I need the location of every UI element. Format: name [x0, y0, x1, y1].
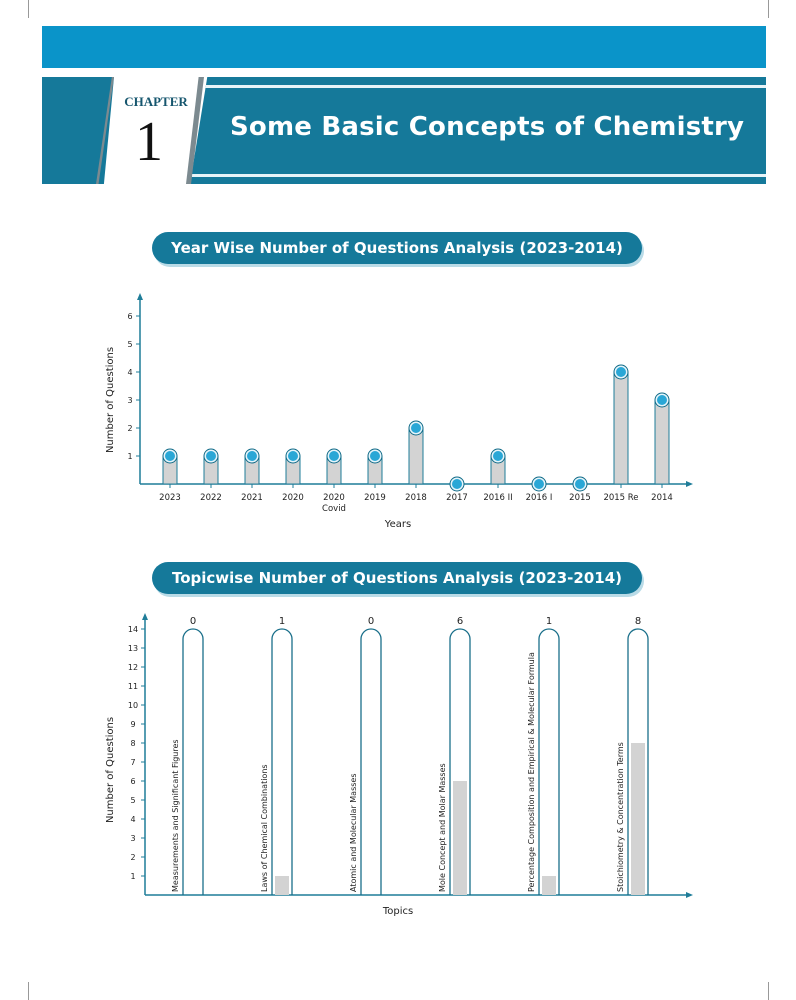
bar-fill — [275, 876, 289, 895]
x-tick-label: 2020 — [282, 493, 304, 503]
data-label: 0 — [368, 616, 374, 627]
topic-label: Mole Concept and Molar Masses — [438, 763, 447, 892]
y-tick-label: 5 — [130, 796, 135, 805]
y-tick-label: 2 — [127, 424, 132, 433]
y-tick-label: 3 — [130, 834, 135, 843]
y-tick-label: 14 — [128, 625, 138, 634]
x-tick-label: 2018 — [405, 493, 427, 503]
test-tube-bar — [182, 628, 204, 895]
top-color-bar — [42, 26, 766, 68]
topic-label: Laws of Chemical Combinations — [260, 764, 269, 892]
test-tube-bar — [360, 628, 382, 895]
data-label: 0 — [190, 616, 196, 627]
y-tick-label: 7 — [130, 758, 135, 767]
crop-mark — [768, 982, 769, 1000]
bar — [654, 399, 670, 485]
y-tick-label: 5 — [127, 340, 132, 349]
y-tick-label: 9 — [130, 720, 135, 729]
data-label: 1 — [279, 616, 285, 627]
y-tick-label: 8 — [130, 739, 135, 748]
data-marker — [165, 451, 175, 461]
y-tick-label: 11 — [128, 682, 138, 691]
x-tick-label: 2022 — [200, 493, 222, 503]
x-tick-label: 2023 — [159, 493, 181, 503]
y-tick-label: 4 — [130, 815, 135, 824]
y-tick-label: 13 — [128, 644, 138, 653]
data-marker — [657, 395, 667, 405]
chapter-left-block — [42, 77, 114, 184]
data-label: 6 — [457, 616, 463, 627]
data-label: 1 — [546, 616, 552, 627]
chart2-title-pill: Topicwise Number of Questions Analysis (… — [152, 562, 642, 594]
bar-fill — [631, 743, 645, 895]
data-marker — [411, 423, 421, 433]
y-tick-label: 1 — [127, 452, 132, 461]
data-label: 8 — [635, 616, 641, 627]
y-tick-label: 12 — [128, 663, 138, 672]
data-marker — [452, 479, 462, 489]
y-axis-arrow — [142, 613, 148, 620]
chapter-title-banner — [190, 77, 766, 184]
x-axis-label: Years — [384, 519, 411, 530]
test-tube-bar — [271, 628, 293, 895]
y-axis-label: Number of Questions — [105, 347, 116, 453]
chapter-label: CHAPTER — [124, 94, 188, 109]
x-tick-label: 2020 — [323, 493, 345, 503]
x-tick-label: 2021 — [241, 493, 263, 503]
data-marker — [370, 451, 380, 461]
test-tube-bar — [449, 628, 471, 895]
y-tick-label: 6 — [127, 312, 132, 321]
data-marker — [206, 451, 216, 461]
bar — [408, 427, 424, 485]
crop-mark — [768, 0, 769, 18]
x-tick-label: 2015 — [569, 493, 591, 503]
data-marker — [534, 479, 544, 489]
test-tube-bar — [627, 628, 649, 895]
data-marker — [247, 451, 257, 461]
topic-label: Percentage Composition and Empirical & M… — [527, 652, 536, 892]
y-tick-label: 10 — [128, 701, 138, 710]
crop-mark — [28, 982, 29, 1000]
crop-mark — [28, 0, 29, 18]
bar-fill — [453, 781, 467, 895]
y-tick-label: 6 — [130, 777, 135, 786]
chart1-title-pill: Year Wise Number of Questions Analysis (… — [152, 232, 642, 264]
y-tick-label: 2 — [130, 853, 135, 862]
bar — [613, 371, 629, 485]
x-tick-label: 2014 — [651, 493, 673, 503]
data-marker — [493, 451, 503, 461]
topic-label: Atomic and Molecular Masses — [349, 773, 358, 892]
x-tick-label: 2019 — [364, 493, 386, 503]
data-marker — [575, 479, 585, 489]
y-tick-label: 1 — [130, 872, 135, 881]
y-tick-label: 4 — [127, 368, 132, 377]
x-tick-label: 2016 I — [526, 493, 553, 503]
test-tube-bar — [538, 628, 560, 895]
data-marker — [616, 367, 626, 377]
x-tick-label: 2015 Re — [603, 493, 638, 503]
x-tick-label: 2016 II — [483, 493, 512, 503]
x-axis-arrow — [686, 892, 693, 898]
topic-label: Measurements and Significant Figures — [171, 739, 180, 892]
topic-label: Stoichiometry & Concentration Terms — [616, 742, 625, 892]
x-tick-label: 2017 — [446, 493, 468, 503]
x-axis-label: Topics — [382, 906, 413, 917]
y-axis-arrow — [137, 293, 143, 300]
chapter-number: 1 — [135, 111, 163, 173]
bar-fill — [542, 876, 556, 895]
data-marker — [288, 451, 298, 461]
x-axis-arrow — [686, 481, 693, 487]
y-tick-label: 3 — [127, 396, 132, 405]
y-axis-label: Number of Questions — [105, 717, 116, 823]
x-tick-label: Covid — [322, 504, 346, 514]
chapter-title: Some Basic Concepts of Chemistry — [230, 112, 745, 142]
data-marker — [329, 451, 339, 461]
